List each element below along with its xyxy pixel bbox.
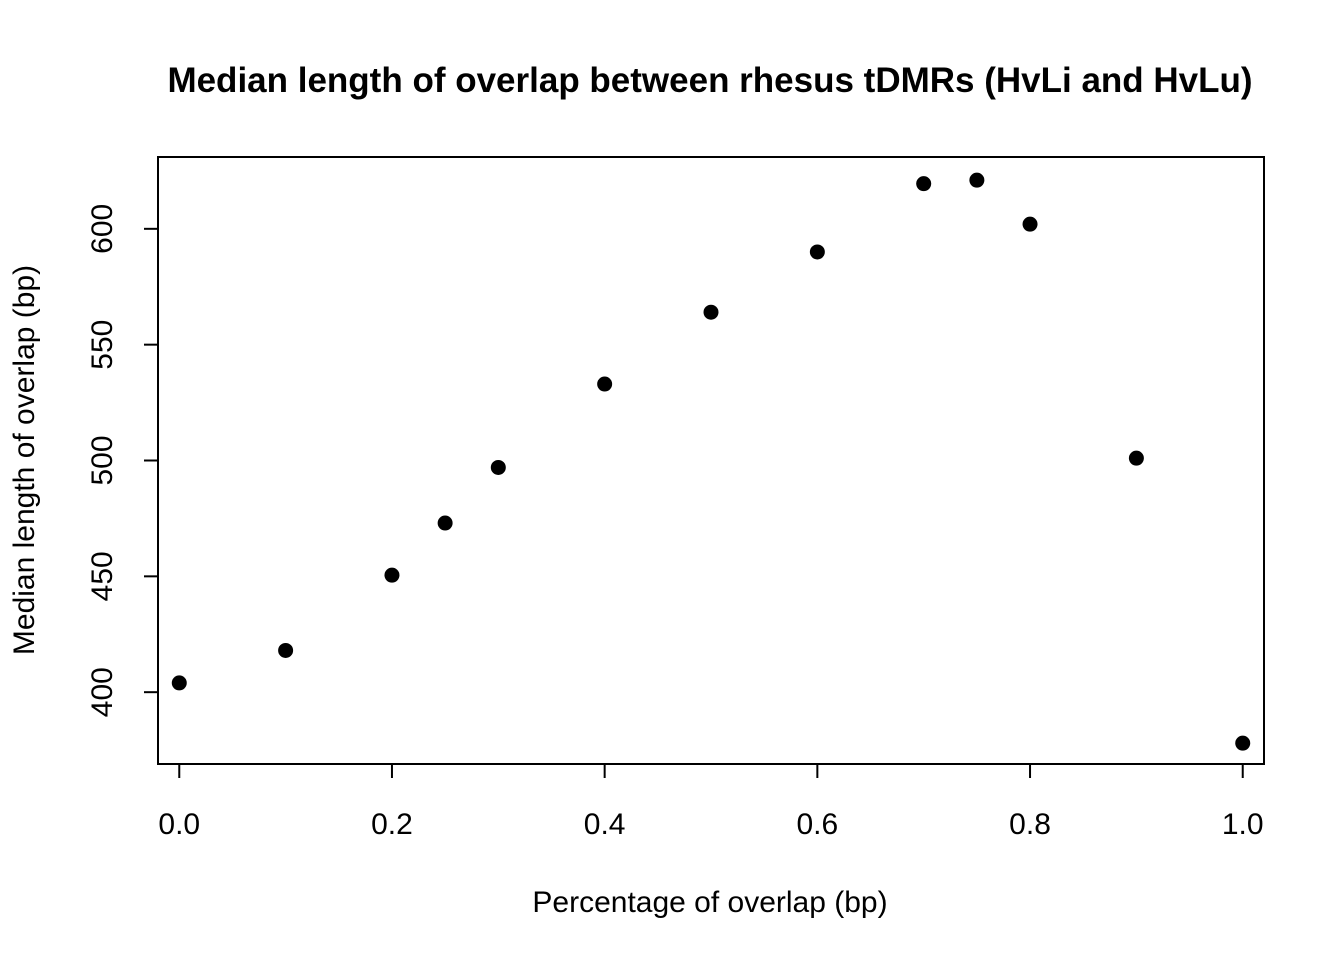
data-point — [809, 244, 825, 260]
data-point — [384, 567, 400, 583]
x-axis: 0.0 0.2 0.4 0.6 0.8 1.0 — [158, 763, 1264, 841]
data-point — [490, 459, 506, 475]
x-tick-label: 0.2 — [371, 808, 413, 841]
x-tick-label: 0.8 — [1009, 808, 1051, 841]
y-tick-label: 550 — [86, 320, 119, 370]
y-axis: 400 450 500 550 600 — [86, 204, 159, 717]
data-point — [916, 176, 932, 192]
data-point — [1235, 735, 1251, 751]
y-tick-label: 400 — [86, 667, 119, 717]
chart-title: Median length of overlap between rhesus … — [167, 61, 1252, 100]
plot-frame — [157, 156, 1265, 765]
x-axis-label: Percentage of overlap (bp) — [532, 886, 887, 919]
y-axis-label: Median length of overlap (bp) — [8, 265, 41, 655]
data-point — [437, 515, 453, 531]
data-point — [703, 304, 719, 320]
data-point — [969, 172, 985, 188]
y-tick-label: 600 — [86, 204, 119, 254]
data-point — [1128, 450, 1144, 466]
data-point — [278, 642, 294, 658]
data-point — [171, 675, 187, 691]
y-tick-label: 450 — [86, 551, 119, 601]
x-tick-label: 1.0 — [1222, 808, 1264, 841]
x-tick-label: 0.6 — [796, 808, 838, 841]
data-point — [597, 376, 613, 392]
y-tick-label: 500 — [86, 435, 119, 485]
x-tick-label: 0.4 — [584, 808, 626, 841]
data-point — [1022, 216, 1038, 232]
data-points — [171, 172, 1251, 751]
x-tick-label: 0.0 — [158, 808, 200, 841]
